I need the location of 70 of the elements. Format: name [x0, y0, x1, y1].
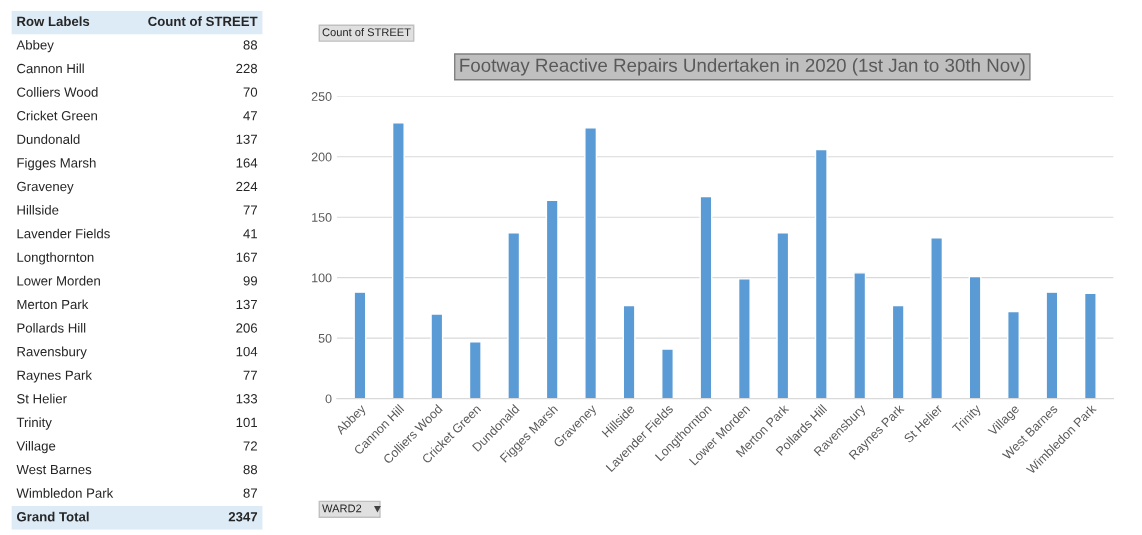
text: 164 [236, 158, 258, 168]
bar [430, 313, 444, 399]
bar [622, 304, 636, 399]
bar [1007, 310, 1020, 399]
text: Cricket Green [17, 110, 97, 121]
text: 101 [236, 417, 257, 428]
text: 88 [243, 464, 258, 475]
y-tick-label: 50 [318, 333, 332, 343]
y-tick-label: 100 [312, 273, 332, 283]
text: 99 [243, 276, 258, 286]
y-tick-label: 250 [311, 92, 332, 101]
text: 2347 [228, 512, 258, 522]
bar [699, 195, 713, 399]
text: WARD2 [322, 504, 362, 513]
bar [584, 127, 598, 399]
text: Dundonald [17, 134, 80, 144]
text: 224 [236, 181, 258, 192]
text: 88 [243, 40, 258, 50]
text: Pollards Hill [17, 323, 86, 333]
text: 77 [243, 205, 257, 215]
text: 206 [236, 323, 258, 333]
text: 167 [236, 252, 257, 262]
bar [468, 341, 482, 399]
text: Grand Total [16, 511, 89, 522]
text: 133 [236, 394, 258, 404]
text: 104 [236, 346, 258, 357]
y-tick-label: 0 [325, 394, 332, 404]
bar [353, 291, 367, 399]
bar [930, 237, 944, 399]
text: 41 [243, 229, 257, 239]
text: Longthornton [17, 252, 94, 265]
text: St Helier [17, 393, 67, 404]
text: Hillside [17, 205, 59, 215]
text: 87 [243, 488, 257, 498]
bar [1045, 291, 1059, 399]
text: Lavender Fields [17, 228, 110, 239]
text: 72 [243, 441, 257, 451]
bar [507, 232, 521, 399]
text: 70 [243, 87, 258, 97]
y-tick-label: 200 [311, 152, 332, 162]
text: 228 [236, 63, 258, 74]
text: Row Labels [17, 16, 90, 27]
bar [814, 148, 828, 399]
text: 77 [243, 370, 257, 380]
bar [968, 275, 982, 399]
chart-title: Footway Reactive Repairs Undertaken in 2020 (1st Jan to 30th Nov) [460, 58, 1025, 76]
bar [776, 232, 790, 399]
text: Merton Park [17, 299, 89, 310]
y-tick-label: 150 [312, 213, 332, 222]
text: Ravensbury [17, 346, 87, 359]
bar [391, 122, 405, 399]
text: Graveney [17, 181, 74, 194]
bar [737, 278, 751, 399]
text: Abbey [16, 39, 54, 53]
text: Count of STREET [322, 28, 411, 37]
text: 47 [243, 111, 257, 121]
bar [661, 348, 674, 399]
bar [1083, 292, 1097, 399]
bar [545, 199, 559, 399]
bar [853, 272, 867, 399]
text: Cannon Hill [17, 63, 84, 74]
text: Wimbledon Park [16, 488, 114, 498]
text: Lower Morden [17, 275, 100, 286]
text: Raynes Park [17, 370, 92, 383]
text: Colliers Wood [17, 87, 98, 97]
text: 137 [236, 134, 257, 144]
text: Count of STREET [148, 16, 258, 27]
text: Figges Marsh [17, 157, 96, 171]
bar [891, 304, 905, 399]
text: 137 [236, 299, 257, 310]
